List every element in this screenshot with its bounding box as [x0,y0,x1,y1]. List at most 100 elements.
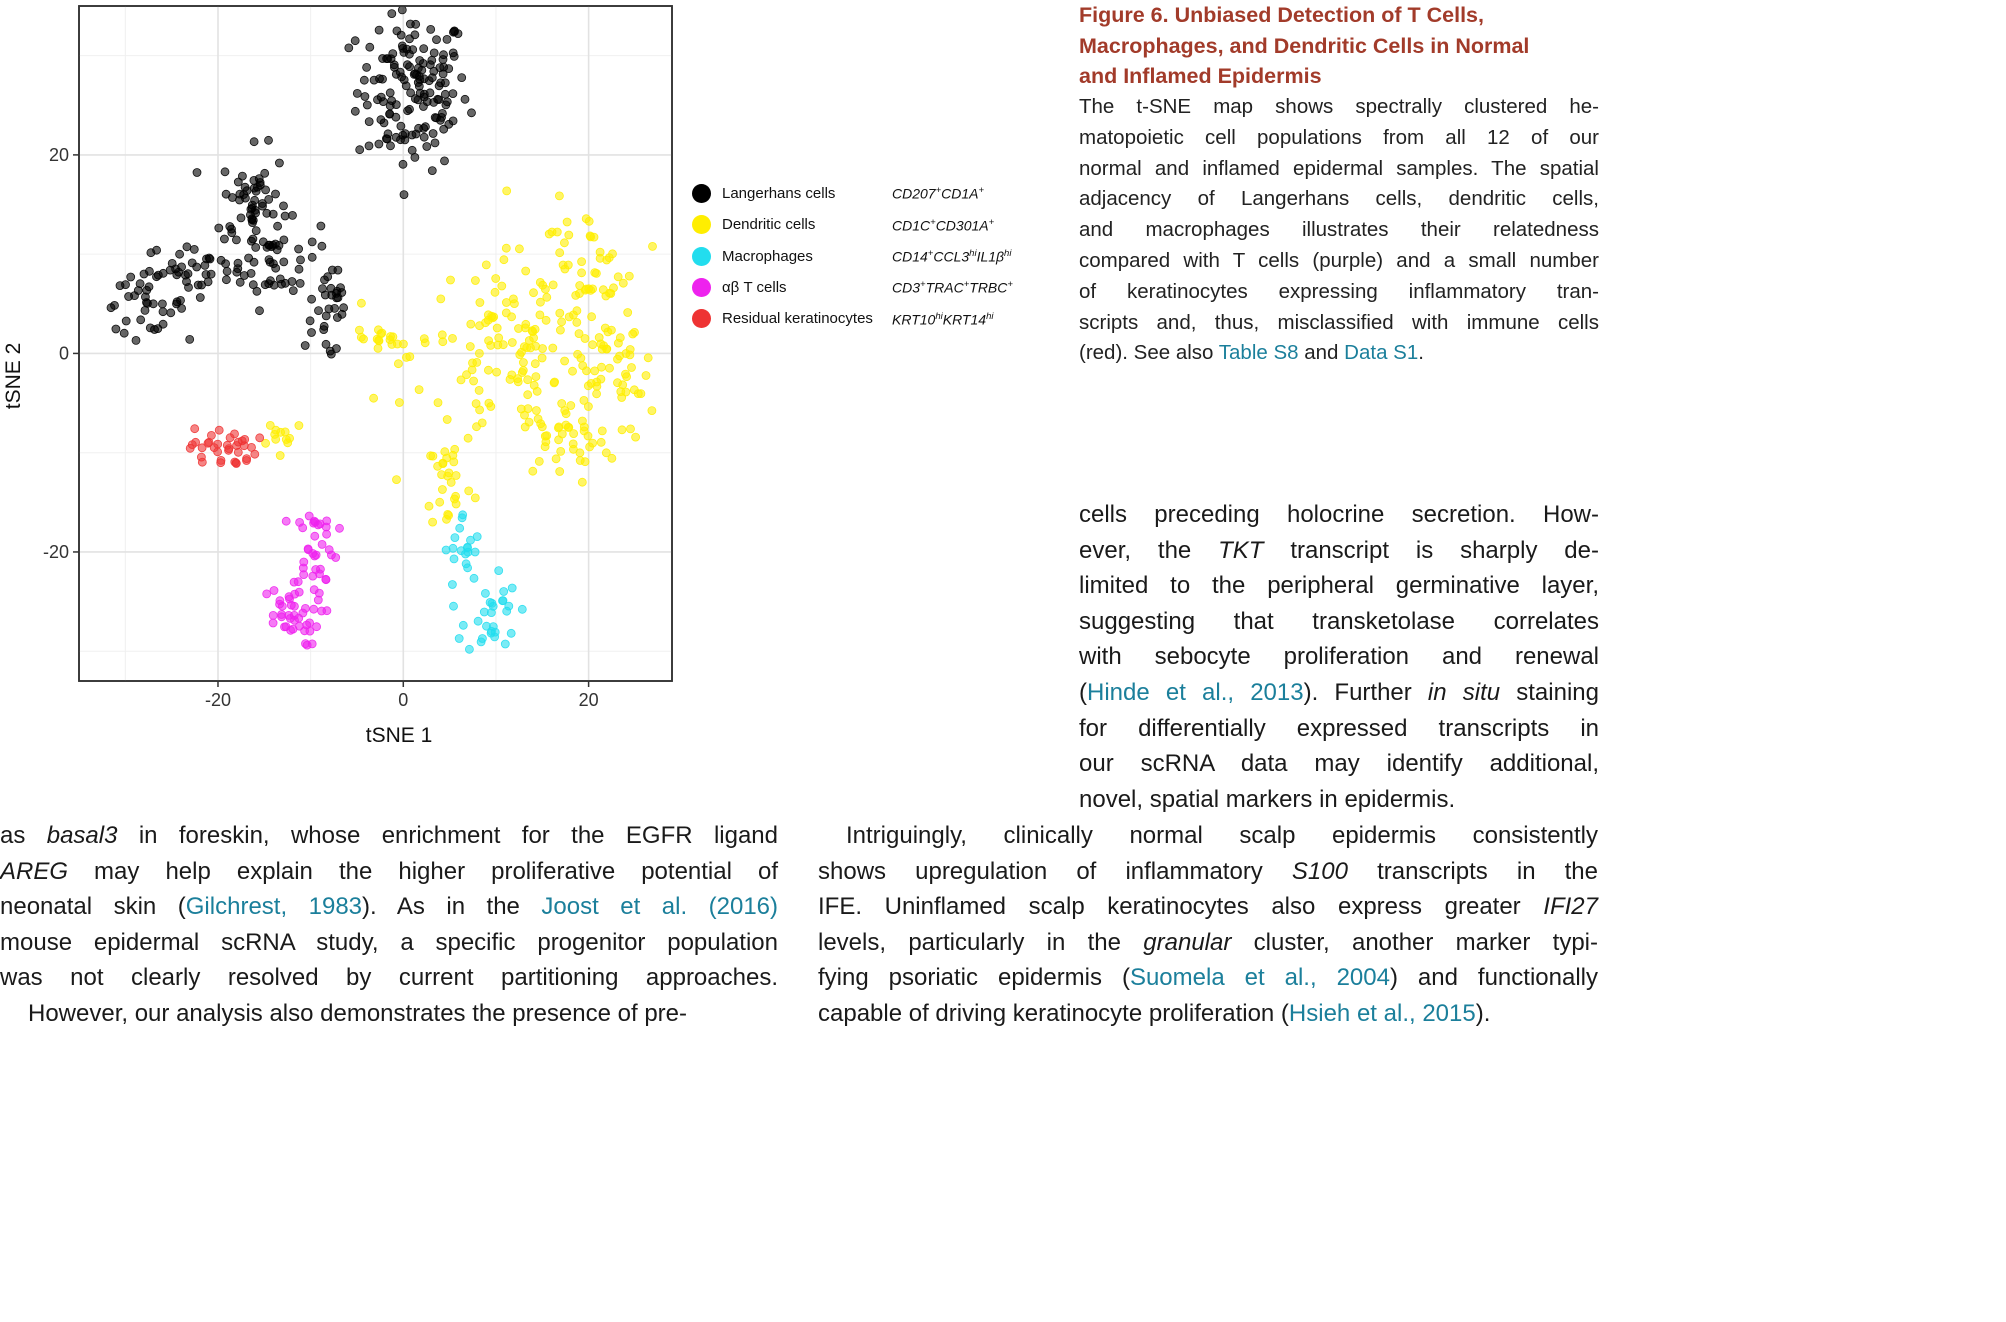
data-point [581,284,591,294]
data-point [458,620,468,630]
data-point [310,531,320,541]
data-point [271,189,280,199]
data-point [356,332,366,342]
data-point [554,423,563,433]
data-point [576,353,586,363]
caption-line: (red). See also Table S8 and Data S1. [1079,341,1424,365]
data-point [437,330,447,340]
data-point [444,119,454,129]
data-point [214,425,224,435]
data-point [446,275,455,285]
data-point [427,166,437,176]
data-point [501,243,511,253]
data-point [605,363,614,373]
data-point [477,418,487,428]
data-point [376,115,386,125]
data-point [203,438,213,448]
data-point [405,19,415,29]
data-point [563,422,573,432]
y-tick-label: 20 [49,145,69,165]
legend-label: Macrophages [722,247,813,265]
data-point [200,260,210,270]
data-point [448,89,458,98]
data-point [466,535,475,545]
data-point [326,283,336,293]
data-point [560,264,570,274]
data-point [295,278,305,288]
data-point [462,370,471,380]
italic-term: IFI27 [1543,893,1598,921]
citation-link[interactable]: Data S1 [1344,341,1419,365]
legend-item: Macrophages CD14+CCL3hiIL1βhi [692,241,1013,272]
data-point [472,532,482,541]
data-point [385,335,395,345]
data-point [506,628,516,638]
citation-link[interactable]: Gilchrest, 1983 [185,893,363,921]
data-point [111,324,121,334]
data-point [523,375,533,385]
body-column-upper-right: cells preceding holocrine secretion. How… [1079,497,1599,817]
data-point [422,142,432,151]
citation-link[interactable]: Hinde et al., 2013 [1087,678,1304,706]
x-tick-label: 20 [579,690,599,710]
data-point [286,625,296,635]
data-point [252,286,262,296]
data-point [216,458,226,468]
data-point [255,178,265,187]
data-point [533,414,543,424]
data-point [144,282,154,292]
data-point [374,25,384,35]
citation-link[interactable]: Table S8 [1218,341,1299,365]
data-point [335,523,344,533]
data-point [300,341,310,350]
data-point [551,454,561,464]
figure-title: Figure 6. Unbiased Detection of T Cells,… [1079,0,1599,92]
data-point [430,138,440,148]
data-point [538,280,548,290]
citation-link[interactable]: Joost et al. (2016) [541,893,779,921]
data-point [324,545,334,555]
data-point [419,132,429,142]
data-point [586,232,596,242]
data-point [313,595,323,605]
data-point [320,275,329,285]
data-point [222,266,232,276]
data-point [513,374,522,384]
data-point [492,367,502,377]
body-text-line: AREG may help explain the higher prolife… [0,857,778,885]
data-point [307,639,317,649]
data-point [185,443,195,453]
data-point [516,404,526,414]
data-point [235,195,244,205]
series-residual-keratinocytes [185,424,265,468]
data-point [355,145,365,155]
data-point [136,315,146,325]
data-point [596,437,606,447]
data-point [152,272,161,282]
data-point [529,380,539,390]
data-point [472,357,482,367]
data-point [429,48,439,58]
data-point [350,106,360,116]
data-point [450,533,460,542]
data-point [492,323,502,333]
legend-item: Residual keratinocytes KRT10hiKRT14hi [692,303,1013,334]
data-point [271,425,281,435]
data-point [244,253,254,263]
data-point [621,349,631,358]
citation-link[interactable]: Hsieh et al., 2015 [1288,999,1476,1027]
data-point [339,303,349,313]
data-point [410,30,420,40]
citation-link[interactable]: Suomela et al., 2004 [1129,964,1390,992]
data-point [333,293,343,303]
figure-title-line: Macrophages, and Dendritic Cells in Norm… [1079,33,1530,58]
body-text-line: neonatal skin (Gilchrest, 1983). As in t… [0,893,779,921]
data-point [277,610,287,619]
data-point [641,371,651,380]
data-point [442,35,452,44]
body-text-line: capable of driving keratinocyte prolifer… [818,999,1491,1027]
data-point [305,316,315,326]
plot-panel [78,5,673,682]
x-tick-label: -20 [205,690,231,710]
data-point [469,573,479,583]
